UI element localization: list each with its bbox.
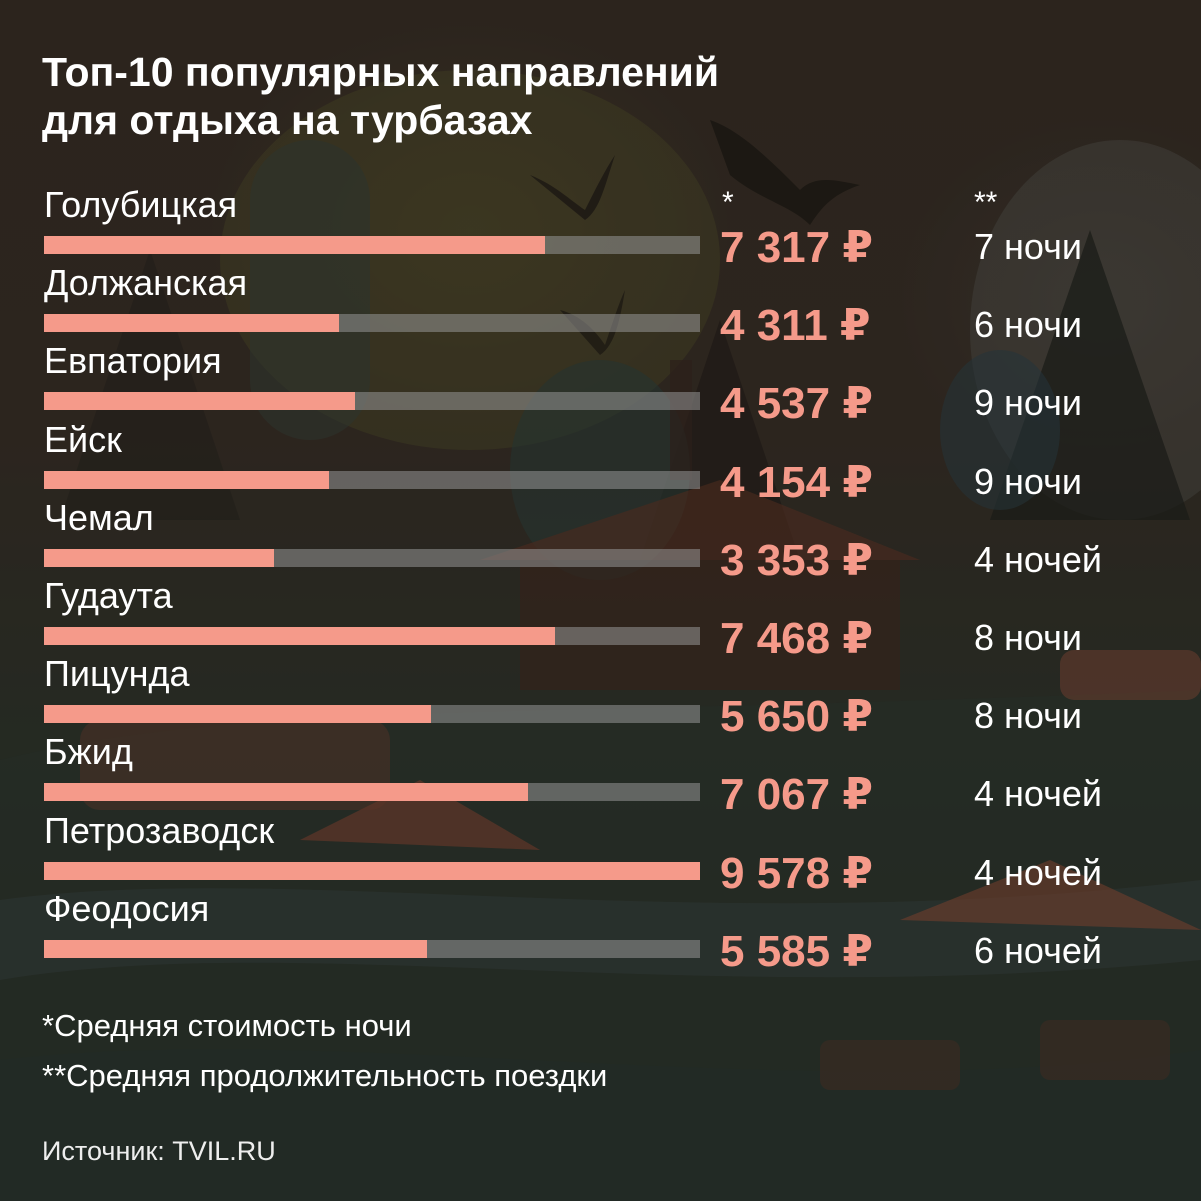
price-value-label: 7 317 ₽	[720, 223, 873, 272]
bar-track	[44, 939, 700, 958]
bar-track	[44, 314, 700, 333]
bar	[44, 627, 556, 645]
price-value-label: 4 154 ₽	[720, 457, 873, 507]
nights-label: 8 ночи	[974, 617, 1082, 658]
bar-row: Ейск 4 154 ₽ 9 ночи	[0, 419, 1201, 507]
bar	[44, 236, 546, 254]
bar-track	[44, 392, 700, 411]
category-label: Чемал	[44, 496, 154, 538]
title-line-2: для отдыха на турбазах	[42, 97, 533, 143]
price-value-label: 7 067 ₽	[720, 770, 873, 820]
category-label: Петрозаводск	[44, 809, 275, 851]
bar-track	[44, 236, 700, 254]
price-column-header: *	[722, 186, 734, 219]
nights-label: 6 ночей	[974, 929, 1103, 971]
nights-label: 6 ночи	[974, 304, 1082, 346]
category-label: Гудаута	[44, 575, 173, 616]
chart-title: Топ-10 популярных направлений для отдыха…	[42, 48, 942, 144]
bar-row: Гудаута 7 468 ₽ 8 ночи	[0, 575, 1201, 663]
bar-row: Феодосия 5 585 ₽ 6 ночей	[0, 888, 1201, 976]
bar-track	[44, 705, 700, 724]
bar-row: Бжид 7 067 ₽ 4 ночей	[0, 731, 1201, 819]
bar-track	[44, 861, 700, 880]
footnote-duration: **Средняя продолжительность поездки	[42, 1058, 608, 1093]
category-label: Бжид	[44, 731, 133, 773]
nights-label: 7 ночи	[974, 226, 1082, 267]
category-label: Евпатория	[44, 340, 222, 382]
bar-row: Должанская 4 311 ₽ 6 ночи	[0, 262, 1201, 350]
nights-label: 4 ночей	[974, 773, 1103, 815]
price-value-label: 7 468 ₽	[720, 614, 873, 663]
bar	[44, 548, 274, 567]
price-value-label: 5 650 ₽	[720, 692, 873, 742]
bar-row: Пицунда 5 650 ₽ 8 ночи	[0, 653, 1201, 741]
category-label: Должанская	[44, 262, 248, 304]
bar	[44, 783, 529, 802]
bar-track	[44, 783, 700, 802]
bar-row: Петрозаводск 9 578 ₽ 4 ночей	[0, 810, 1201, 898]
bar-track	[44, 627, 700, 645]
bar	[44, 861, 700, 880]
bar	[44, 392, 355, 411]
bar	[44, 470, 329, 489]
bar-row: Евпатория 4 537 ₽ 9 ночи	[0, 340, 1201, 428]
bar-row: Голубицкая 7 317 ₽ 7 ночи	[0, 184, 1201, 272]
category-label: Ейск	[44, 418, 122, 460]
nights-label: 9 ночи	[974, 460, 1082, 502]
footnote-price: *Средняя стоимость ночи	[42, 1008, 412, 1043]
bar-track	[44, 470, 700, 489]
category-label: Пицунда	[44, 653, 190, 695]
bar	[44, 705, 431, 724]
nights-label: 4 ночей	[974, 851, 1103, 893]
nights-label: 4 ночей	[974, 538, 1103, 580]
price-value-label: 4 311 ₽	[720, 301, 871, 351]
bar	[44, 314, 340, 333]
category-label: Феодосия	[44, 887, 210, 929]
title-line-1: Топ-10 популярных направлений	[42, 49, 720, 95]
nights-column-header: **	[974, 186, 998, 219]
price-value-label: 5 585 ₽	[720, 926, 873, 976]
price-value-label: 3 353 ₽	[720, 535, 873, 585]
bar-track	[44, 548, 700, 567]
nights-label: 8 ночи	[974, 695, 1082, 737]
bar	[44, 939, 427, 958]
nights-label: 9 ночи	[974, 382, 1082, 424]
price-value-label: 9 578 ₽	[720, 848, 873, 898]
source-label: Источник: TVIL.RU	[42, 1136, 276, 1166]
bar-row: Чемал 3 353 ₽ 4 ночей	[0, 497, 1201, 585]
price-value-label: 4 537 ₽	[720, 379, 873, 429]
category-label: Голубицкая	[44, 184, 238, 225]
